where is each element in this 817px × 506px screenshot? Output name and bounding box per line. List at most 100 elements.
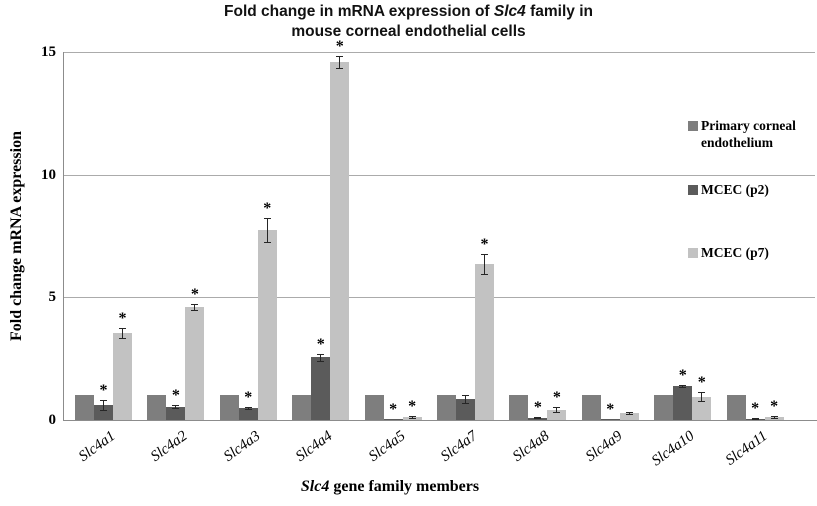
error-bar-cap (263, 242, 271, 244)
error-bar-cap (679, 384, 687, 386)
bar (113, 332, 132, 420)
y-axis-line (63, 52, 64, 420)
bar (547, 409, 567, 420)
legend-swatch (688, 248, 698, 258)
error-bar (194, 304, 196, 311)
significance-asterisk: * (389, 400, 398, 418)
error-bar (339, 55, 341, 68)
bar (581, 395, 601, 420)
bar (654, 395, 674, 420)
error-bar-cap (244, 406, 252, 408)
error-bar-cap (698, 392, 706, 394)
legend-swatch (688, 185, 698, 195)
error-bar-cap (481, 254, 488, 256)
bar (673, 385, 693, 420)
error-bar-cap (751, 418, 759, 420)
bar (311, 357, 331, 420)
x-axis-line (63, 420, 817, 421)
significance-asterisk: * (316, 335, 325, 353)
legend-label: MCEC (p2) (701, 182, 769, 197)
y-tick-label: 15 (41, 44, 56, 60)
error-bar-cap (172, 407, 180, 409)
significance-asterisk: * (697, 374, 706, 392)
legend-swatch (688, 121, 698, 131)
error-bar-cap (172, 405, 180, 407)
error-bar-cap (191, 304, 199, 306)
error-bar-cap (317, 361, 325, 363)
error-bar-cap (534, 417, 542, 419)
significance-asterisk: * (552, 389, 561, 407)
error-bar (484, 254, 485, 275)
significance-asterisk: * (678, 366, 687, 384)
significance-asterisk: * (263, 199, 272, 217)
error-bar-cap (462, 395, 469, 397)
gridline (63, 52, 815, 53)
bar (147, 395, 167, 420)
legend-label: MCEC (p7) (701, 245, 769, 260)
title-text: Fold change in mRNA expression of (224, 3, 494, 20)
error-bar (465, 395, 466, 403)
error-bar-cap (553, 412, 561, 414)
error-bar-cap (336, 67, 344, 69)
bar (726, 395, 746, 420)
bar (94, 405, 113, 420)
significance-asterisk: * (770, 398, 779, 416)
error-bar-cap (100, 400, 107, 402)
y-tick-label: 0 (48, 412, 57, 428)
significance-asterisk: * (99, 382, 108, 400)
chart-title-line2: mouse corneal endothelial cells (291, 23, 526, 40)
bar (600, 418, 620, 420)
error-bar (122, 328, 123, 338)
error-bar-cap (770, 417, 778, 419)
bar (509, 395, 529, 420)
bar (219, 395, 239, 420)
significance-asterisk: * (533, 399, 542, 417)
legend-item: Primary corneal endothelium (688, 117, 816, 151)
bar (692, 396, 712, 420)
error-bar-cap (191, 310, 199, 312)
gridline (63, 297, 815, 299)
bar (619, 412, 639, 420)
error-bar-cap (534, 418, 542, 420)
chart-title-line1: Fold change in mRNA expression of Slc4 f… (0, 2, 817, 22)
error-bar-cap (553, 407, 561, 409)
error-bar-cap (462, 402, 469, 404)
error-bar-cap (244, 408, 252, 410)
error-bar (556, 407, 558, 413)
bar (75, 395, 94, 420)
x-axis-title: Slc4 gene family members (90, 478, 690, 496)
error-bar-cap (408, 416, 416, 418)
bar (292, 395, 312, 420)
significance-asterisk: * (480, 236, 489, 254)
gridline (63, 174, 815, 176)
error-bar-cap (100, 410, 107, 412)
bar (238, 407, 258, 420)
error-bar (266, 217, 268, 243)
significance-asterisk: * (190, 286, 199, 304)
error-bar-cap (770, 416, 778, 418)
legend-item: MCEC (p7) (688, 244, 816, 261)
bar (257, 229, 277, 420)
significance-asterisk: * (118, 310, 127, 327)
significance-asterisk: * (335, 37, 344, 55)
error-bar (701, 392, 703, 402)
bar (456, 399, 475, 420)
error-bar-cap (698, 401, 706, 403)
error-bar (320, 353, 322, 362)
bar (166, 406, 186, 420)
error-bar-cap (336, 55, 344, 57)
error-bar-cap (317, 353, 325, 355)
significance-asterisk: * (751, 400, 760, 418)
bar (364, 395, 384, 420)
legend-label: Primary corneal endothelium (701, 118, 796, 150)
error-bar-cap (263, 217, 271, 219)
significance-asterisk: * (606, 400, 615, 418)
bar (185, 307, 205, 420)
significance-asterisk: * (171, 387, 180, 405)
x-axis-title-gene-name: Slc4 (300, 478, 330, 495)
title-text: family in (525, 3, 593, 20)
error-bar-cap (119, 328, 126, 329)
error-bar-cap (625, 411, 633, 413)
error-bar-cap (751, 419, 759, 421)
legend-item: MCEC (p2) (688, 181, 816, 198)
